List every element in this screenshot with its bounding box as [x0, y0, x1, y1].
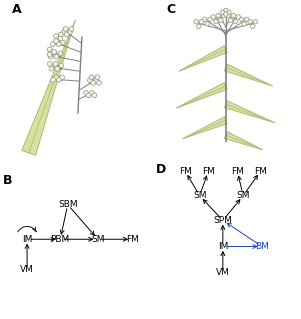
Polygon shape — [183, 117, 227, 139]
Circle shape — [47, 47, 52, 52]
Circle shape — [231, 13, 235, 18]
Circle shape — [208, 17, 212, 22]
Circle shape — [48, 54, 53, 59]
Circle shape — [54, 33, 58, 38]
Circle shape — [54, 54, 59, 59]
Circle shape — [242, 22, 246, 26]
Circle shape — [49, 66, 54, 71]
Circle shape — [63, 26, 68, 31]
Circle shape — [226, 13, 230, 18]
Circle shape — [228, 18, 233, 22]
Text: VM: VM — [216, 268, 230, 277]
Circle shape — [227, 10, 231, 14]
Circle shape — [220, 10, 225, 14]
Polygon shape — [22, 20, 75, 155]
Circle shape — [58, 32, 63, 37]
Circle shape — [52, 51, 57, 56]
Text: SBM: SBM — [58, 200, 78, 209]
Text: D: D — [156, 163, 166, 176]
Circle shape — [233, 19, 238, 24]
Circle shape — [91, 80, 96, 85]
Circle shape — [53, 63, 58, 68]
Circle shape — [89, 75, 94, 80]
Text: C: C — [167, 3, 176, 16]
Circle shape — [54, 40, 59, 45]
Circle shape — [51, 78, 55, 82]
Text: PBM: PBM — [51, 235, 70, 244]
Circle shape — [57, 78, 61, 82]
Text: SPM: SPM — [213, 216, 232, 225]
Circle shape — [197, 24, 201, 29]
Circle shape — [216, 13, 220, 18]
Circle shape — [199, 19, 203, 24]
Text: SM: SM — [236, 191, 250, 200]
Circle shape — [86, 93, 91, 98]
Circle shape — [95, 75, 100, 80]
Circle shape — [250, 24, 255, 29]
Text: IM: IM — [22, 235, 32, 244]
Circle shape — [194, 19, 198, 24]
Circle shape — [69, 26, 74, 31]
Circle shape — [62, 30, 67, 34]
Circle shape — [224, 12, 228, 16]
Text: A: A — [11, 3, 21, 16]
Circle shape — [59, 63, 64, 68]
Circle shape — [54, 39, 58, 43]
Circle shape — [58, 36, 63, 41]
Circle shape — [245, 17, 249, 22]
Polygon shape — [225, 64, 272, 86]
Circle shape — [89, 91, 94, 95]
Circle shape — [64, 32, 69, 37]
Circle shape — [53, 62, 58, 66]
Polygon shape — [179, 46, 227, 71]
Circle shape — [231, 15, 235, 19]
Circle shape — [61, 40, 65, 45]
Text: SM: SM — [91, 235, 104, 244]
Circle shape — [56, 42, 61, 47]
Circle shape — [52, 49, 56, 54]
Circle shape — [248, 19, 252, 24]
Circle shape — [97, 80, 101, 85]
Text: FM: FM — [231, 167, 244, 175]
Circle shape — [93, 78, 98, 83]
Circle shape — [253, 19, 258, 24]
Circle shape — [60, 75, 64, 80]
Text: FM: FM — [126, 235, 139, 244]
Polygon shape — [224, 131, 262, 150]
Text: SM: SM — [193, 191, 206, 200]
Circle shape — [58, 51, 63, 56]
Circle shape — [51, 42, 55, 47]
Circle shape — [55, 66, 60, 71]
Circle shape — [224, 8, 228, 13]
Circle shape — [216, 15, 221, 19]
Text: BM: BM — [255, 242, 269, 251]
Text: VM: VM — [20, 265, 34, 274]
Circle shape — [221, 13, 226, 18]
Circle shape — [236, 15, 240, 19]
Circle shape — [205, 22, 209, 26]
Circle shape — [84, 91, 88, 95]
Circle shape — [203, 17, 207, 22]
Circle shape — [214, 19, 218, 24]
Circle shape — [92, 93, 97, 98]
Circle shape — [47, 62, 52, 66]
Circle shape — [211, 15, 216, 19]
Circle shape — [219, 18, 223, 22]
Text: FM: FM — [202, 167, 215, 175]
Text: IM: IM — [218, 242, 228, 251]
Circle shape — [88, 78, 92, 83]
Circle shape — [67, 30, 72, 34]
Text: FM: FM — [179, 167, 192, 175]
Text: FM: FM — [254, 167, 267, 175]
Circle shape — [47, 52, 52, 57]
Polygon shape — [177, 83, 227, 108]
Polygon shape — [225, 101, 275, 123]
Circle shape — [239, 17, 244, 22]
Text: B: B — [3, 174, 13, 187]
Circle shape — [54, 75, 59, 80]
